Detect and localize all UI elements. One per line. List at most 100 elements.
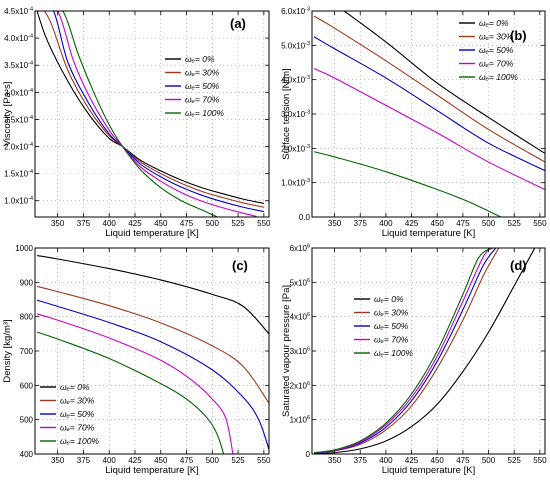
y-tick-label: 3.0x10-4 (4, 88, 33, 98)
legend-entry: ωₑ= 100% (185, 108, 224, 118)
legend-entry: ωₑ= 30% (185, 68, 220, 78)
panel-c: 350 375 400 425 450 475 500 525 550 400 500 600 700 8… (2, 244, 271, 476)
y-axis-label: Viscosity [Pa·s] (2, 82, 13, 147)
panel-label: (b) (510, 28, 527, 43)
y-tick-label: 2.0x10-4 (4, 142, 33, 152)
series-line-b-0 (343, 11, 545, 154)
series-line-a-3 (57, 11, 257, 217)
x-axis-label: Liquid temperature [K] (382, 228, 475, 239)
x-tick-label: 350 (328, 219, 342, 228)
x-tick-label: 500 (206, 219, 220, 228)
y-tick-label: 700 (20, 347, 34, 356)
y-tick-label: 800 (20, 313, 34, 322)
series-line-c-1 (36, 285, 269, 404)
panel-label: (c) (232, 258, 248, 273)
y-tick-label: 3x106 (290, 347, 310, 357)
x-tick-label: 450 (154, 456, 168, 465)
x-tick-label: 425 (128, 219, 142, 228)
legend-entry: ωₑ= 70% (479, 59, 514, 69)
panel-label: (a) (230, 16, 246, 31)
legend-entry: ωₑ= 0% (479, 18, 509, 28)
legend-entry: ωₑ= 0% (185, 54, 215, 64)
x-tick-label: 525 (508, 219, 522, 228)
y-tick-label: 3.5x10-4 (4, 61, 33, 71)
y-tick-label: 0.0 (299, 213, 311, 222)
y-axis-label: Saturated vapour pressure [Pa] (281, 285, 292, 417)
x-tick-label: 500 (482, 219, 496, 228)
y-tick-label: 600 (20, 381, 34, 390)
legend-entry: ωₑ= 50% (374, 321, 409, 331)
x-tick-label: 450 (431, 219, 445, 228)
series-line-b-1 (313, 15, 545, 163)
legend-entry: ωₑ= 50% (479, 45, 514, 55)
series-line-c-3 (36, 313, 234, 454)
x-tick-label: 375 (354, 219, 368, 228)
legend-entry: ωₑ= 100% (479, 72, 518, 82)
legend-entry: ωₑ= 30% (374, 308, 409, 318)
x-tick-label: 525 (231, 456, 245, 465)
y-tick-label: 2.5x10-4 (4, 115, 33, 125)
panel-b: 350 375 400 425 450 475 500 525 550 0.0 1.0x10-3 2.… (281, 7, 547, 240)
y-tick-label: 1.0x10-3 (281, 178, 310, 188)
y-tick-label: 900 (20, 278, 34, 287)
y-tick-label: 1.5x10-4 (4, 169, 33, 179)
series-line-b-4 (313, 151, 502, 217)
x-axis-label: Liquid temperature [K] (105, 465, 198, 476)
x-axis-label: Liquid temperature [K] (105, 228, 198, 239)
series-line-d-0 (314, 248, 536, 454)
x-tick-label: 450 (431, 456, 445, 465)
series-line-b-2 (313, 36, 545, 172)
legend-entry: ωₑ= 30% (60, 396, 95, 406)
y-tick-label: 6x106 (290, 244, 310, 254)
x-tick-label: 475 (456, 219, 470, 228)
legend-entry: ωₑ= 100% (60, 436, 99, 446)
x-tick-label: 500 (206, 456, 220, 465)
x-tick-label: 550 (257, 219, 271, 228)
series-line-b-3 (313, 68, 545, 191)
x-tick-label: 425 (128, 456, 142, 465)
legend-entry: ωₑ= 70% (60, 423, 95, 433)
x-tick-label: 550 (257, 456, 271, 465)
y-tick-label: 3.0x10-3 (281, 110, 310, 120)
legend-entry: ωₑ= 0% (60, 382, 90, 392)
y-tick-label: 5.0x10-3 (281, 41, 310, 51)
x-tick-label: 375 (77, 219, 91, 228)
panel-label: (d) (510, 258, 527, 273)
x-tick-label: 475 (180, 456, 194, 465)
x-tick-label: 500 (482, 456, 496, 465)
x-tick-label: 400 (379, 219, 393, 228)
legend-entry: ωₑ= 70% (185, 95, 220, 105)
panel-a: 350 375 400 425 450 475 500 525 550 1.0x10-4 1.5x1… (2, 7, 271, 240)
y-tick-label: 1.0x10-4 (4, 196, 33, 206)
x-tick-label: 475 (456, 456, 470, 465)
legend-entry: ωₑ= 0% (374, 294, 404, 304)
y-tick-label: 2.0x10-3 (281, 144, 310, 154)
y-tick-label: 4.5x10-4 (4, 7, 33, 17)
x-tick-label: 550 (533, 219, 547, 228)
y-tick-label: 0 (306, 450, 311, 459)
x-tick-label: 375 (77, 456, 91, 465)
y-tick-label: 4x106 (290, 312, 310, 322)
y-tick-label: 1000 (15, 244, 33, 253)
x-tick-label: 475 (180, 219, 194, 228)
legend-entry: ωₑ= 30% (479, 32, 514, 42)
x-tick-label: 350 (51, 456, 65, 465)
x-tick-label: 375 (354, 456, 368, 465)
x-tick-label: 450 (154, 219, 168, 228)
panel-d: 350 375 400 425 450 475 500 525 550 0 1x106 2x106 3x… (281, 244, 547, 477)
series-line-d-4 (313, 248, 491, 454)
series-line-c-0 (36, 255, 269, 335)
series-line-a-0 (36, 11, 264, 204)
y-tick-label: 4.0x10-3 (281, 75, 310, 85)
y-axis-label: Density [kg/m³] (2, 319, 13, 382)
y-tick-label: 6.0x10-3 (281, 7, 310, 17)
y-axis-label: Surface tension [N/m] (281, 68, 292, 159)
series-line-a-2 (52, 11, 264, 213)
y-tick-label: 500 (20, 416, 34, 425)
series-line-a-4 (62, 11, 218, 217)
x-tick-label: 400 (103, 219, 117, 228)
x-tick-label: 550 (533, 456, 547, 465)
plot-frame (34, 10, 270, 218)
y-tick-label: 5x106 (290, 278, 310, 288)
